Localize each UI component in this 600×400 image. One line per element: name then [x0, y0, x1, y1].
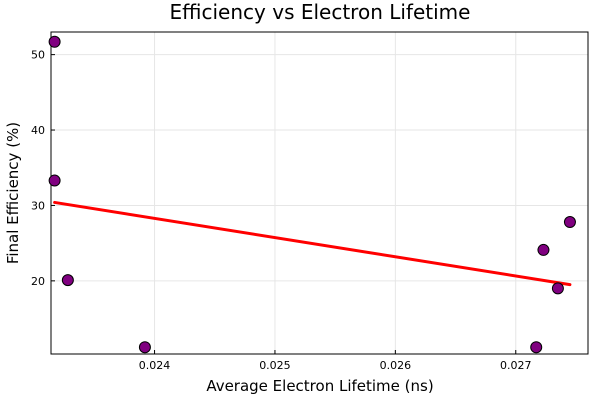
- x-tick-label: 0.027: [500, 359, 532, 372]
- data-point: [48, 174, 61, 187]
- x-tick-label: 0.024: [139, 359, 171, 372]
- fit-line: [53, 200, 572, 287]
- x-tick-label: 0.026: [380, 359, 412, 372]
- points-layer: [48, 35, 576, 354]
- ticks: 0.024 0.025 0.026 0.027 20 30 40 50: [31, 49, 532, 372]
- data-point: [551, 282, 564, 295]
- grid: [51, 32, 588, 354]
- data-point: [138, 341, 151, 354]
- fit-line-layer: [53, 200, 572, 287]
- y-tick-label: 40: [31, 124, 45, 137]
- y-axis-label: Final Efficiency (%): [4, 122, 22, 264]
- data-point: [537, 243, 550, 256]
- data-point: [563, 216, 576, 229]
- data-point: [61, 274, 74, 287]
- chart-title: Efficiency vs Electron Lifetime: [170, 0, 471, 24]
- x-axis-label: Average Electron Lifetime (ns): [206, 377, 433, 395]
- x-tick-label: 0.025: [259, 359, 291, 372]
- y-tick-label: 30: [31, 199, 45, 212]
- data-point: [48, 35, 61, 48]
- plot-frame: [50, 31, 589, 355]
- data-point: [530, 341, 543, 354]
- y-tick-label: 50: [31, 49, 45, 62]
- y-tick-label: 20: [31, 275, 45, 288]
